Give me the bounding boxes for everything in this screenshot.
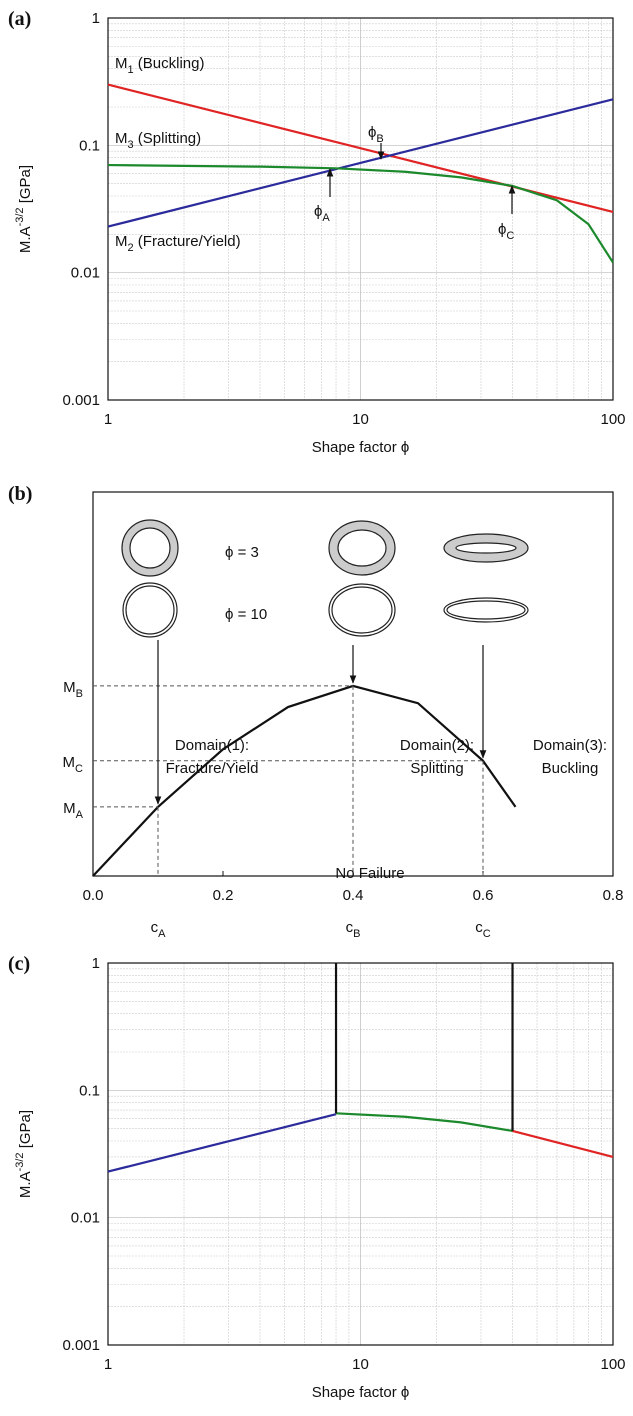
y-axis-title-part: -3/2 bbox=[14, 207, 26, 226]
shape-label: ϕ = 3 bbox=[225, 544, 259, 561]
annotation-part: C bbox=[506, 230, 514, 242]
x-tick-label: 10 bbox=[352, 1356, 369, 1373]
y-tick-label-part: A bbox=[76, 809, 84, 821]
y-axis-title: M.A-3/2 [GPa] bbox=[14, 1110, 34, 1198]
annotation-part: ϕ bbox=[314, 203, 322, 220]
annotation: Splitting bbox=[410, 760, 463, 777]
series-line bbox=[107, 163, 614, 264]
panel-label: (b) bbox=[8, 483, 32, 505]
y-tick-label: 0.01 bbox=[71, 265, 100, 282]
y-axis-title-part: [GPa] bbox=[17, 1110, 34, 1153]
annotation: Domain(2): bbox=[400, 737, 474, 754]
y-axis-title-part: -3/2 bbox=[14, 1152, 26, 1171]
x-tick-label: 0.0 bbox=[83, 887, 104, 904]
annotation-part: 3 bbox=[128, 139, 134, 151]
annotation-part: (Buckling) bbox=[134, 55, 205, 72]
annotation-part: M bbox=[115, 130, 128, 147]
plot-frame bbox=[107, 17, 614, 401]
annotation-part: ϕ bbox=[498, 221, 506, 238]
y-tick-label: 1 bbox=[92, 955, 100, 972]
y-tick-label: MA bbox=[63, 800, 84, 821]
annotation: ϕC bbox=[498, 221, 514, 242]
x-annotation: cA bbox=[151, 919, 167, 940]
annotation-part: ϕ bbox=[368, 124, 376, 141]
annotation: M1 (Buckling) bbox=[115, 55, 204, 76]
annotation-part: (Fracture/Yield) bbox=[134, 233, 241, 250]
panel-label: (c) bbox=[8, 953, 30, 975]
y-tick-label: MC bbox=[63, 754, 84, 775]
x-tick-label: 0.8 bbox=[603, 887, 624, 904]
annotation: Domain(1): bbox=[175, 737, 249, 754]
y-tick-label: 0.001 bbox=[62, 1337, 100, 1354]
annotation: ϕA bbox=[314, 203, 330, 224]
y-tick-label: 1 bbox=[92, 10, 100, 27]
y-tick-label-part: M bbox=[63, 679, 76, 696]
annotation-part: 1 bbox=[128, 64, 134, 76]
annotation-part: M bbox=[115, 55, 128, 72]
annotation: Domain(3): bbox=[533, 737, 607, 754]
x-tick-label: 1 bbox=[104, 411, 112, 428]
annotation-part: A bbox=[322, 212, 330, 224]
shape-label: ϕ = 10 bbox=[225, 606, 267, 623]
x-annotation-part: c bbox=[346, 919, 354, 936]
annotation: Buckling bbox=[542, 760, 599, 777]
series-line bbox=[107, 1113, 337, 1173]
annotation: M2 (Fracture/Yield) bbox=[115, 233, 241, 254]
x-annotation-part: c bbox=[475, 919, 483, 936]
annotation: Fracture/Yield bbox=[166, 760, 259, 777]
x-tick-label: 0.2 bbox=[213, 887, 234, 904]
x-annotation: cB bbox=[346, 919, 361, 940]
x-tick-label: 100 bbox=[600, 411, 625, 428]
annotation-part: 2 bbox=[128, 242, 134, 254]
plot-frame bbox=[107, 962, 614, 1346]
y-tick-label-part: C bbox=[75, 763, 83, 775]
y-axis-title-part: [GPa] bbox=[17, 165, 34, 208]
panel-label: (a) bbox=[8, 8, 31, 30]
y-tick-label-part: B bbox=[76, 688, 83, 700]
annotation-part: B bbox=[376, 133, 383, 145]
series-line bbox=[92, 684, 517, 877]
annotation-part: M bbox=[115, 233, 128, 250]
series-line bbox=[335, 1112, 513, 1133]
y-tick-label: 0.01 bbox=[71, 1210, 100, 1227]
x-axis-title: Shape factor ϕ bbox=[312, 439, 410, 456]
shapes bbox=[121, 519, 529, 638]
x-annotation-part: B bbox=[353, 928, 360, 940]
x-tick-label: 1 bbox=[104, 1356, 112, 1373]
x-tick-label: 0.4 bbox=[343, 887, 364, 904]
y-tick-label: MB bbox=[63, 679, 83, 700]
annotation: No Failure bbox=[335, 865, 404, 882]
y-tick-label-part: M bbox=[63, 754, 76, 771]
y-tick-label: 0.1 bbox=[79, 137, 100, 154]
annotation-part: (Splitting) bbox=[134, 130, 202, 147]
annotation: M3 (Splitting) bbox=[115, 130, 201, 151]
x-tick-label: 0.6 bbox=[473, 887, 494, 904]
y-axis-title: M.A-3/2 [GPa] bbox=[14, 165, 34, 253]
y-tick-label-part: M bbox=[63, 800, 76, 817]
y-tick-label: 0.001 bbox=[62, 392, 100, 409]
x-annotation-part: A bbox=[158, 928, 166, 940]
series-line bbox=[512, 1129, 614, 1158]
y-axis-title-part: M.A bbox=[17, 226, 34, 253]
y-axis-title-part: M.A bbox=[17, 1171, 34, 1198]
x-axis-title: Shape factor ϕ bbox=[312, 1384, 410, 1401]
x-tick-label: 100 bbox=[600, 1356, 625, 1373]
x-tick-label: 10 bbox=[352, 411, 369, 428]
annotation: ϕB bbox=[368, 124, 384, 145]
y-tick-label: 0.1 bbox=[79, 1082, 100, 1099]
x-annotation-part: c bbox=[151, 919, 159, 936]
x-annotation: cC bbox=[475, 919, 491, 940]
x-annotation-part: C bbox=[483, 928, 491, 940]
series-line bbox=[107, 98, 614, 228]
